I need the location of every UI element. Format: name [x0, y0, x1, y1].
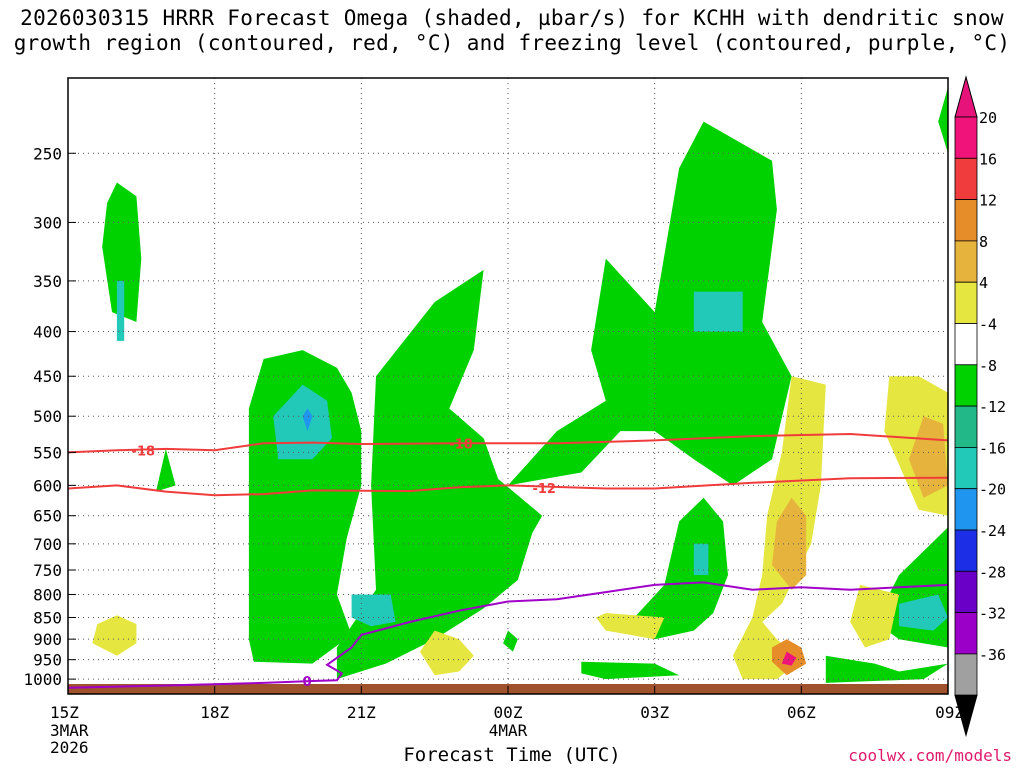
- colorbar-label-8: 8: [979, 233, 988, 251]
- colorbar-box-7: [954, 405, 978, 448]
- colorbar-box-13: [954, 653, 978, 696]
- colorbar-label-4: 4: [979, 274, 988, 292]
- x-tick-label-09Z: 09Z: [935, 703, 964, 722]
- y-tick-label-600: 600: [33, 476, 62, 495]
- omega-region-19: [420, 630, 474, 676]
- colorbar-label--16: -16: [979, 439, 1006, 457]
- omega-region-4: [273, 384, 332, 460]
- x-tick-label-06Z: 06Z: [787, 703, 816, 722]
- x-tick-sublabel-4MAR: 4MAR: [489, 721, 528, 740]
- contour-label--18-b: -18: [449, 437, 473, 452]
- colorbar-box-10: [954, 529, 978, 572]
- y-tick-label-950: 950: [33, 651, 62, 670]
- omega-region-13: [899, 594, 948, 631]
- omega-region-11: [693, 543, 709, 575]
- omega-region-16: [581, 661, 680, 680]
- colorbar: 20 16 12 8 4 -4 -8 -12 -16 -20 -24 -28 -32 -36: [954, 75, 1006, 738]
- colorbar-label--36: -36: [979, 646, 1006, 664]
- omega-region-7: [351, 594, 396, 627]
- omega-region-8: [508, 121, 792, 486]
- colorbar-label--28: -28: [979, 563, 1006, 581]
- omega-region-0: [102, 182, 142, 322]
- omega-region-9: [693, 291, 743, 332]
- y-tick-label-450: 450: [33, 367, 62, 386]
- colorbar-box-0: [954, 116, 978, 159]
- omega-shading: [92, 87, 948, 683]
- y-tick-label-400: 400: [33, 323, 62, 342]
- omega-region-1: [116, 280, 125, 341]
- y-tick-label-300: 300: [33, 213, 62, 232]
- omega-region-5: [302, 408, 313, 432]
- y-tick-label-500: 500: [33, 407, 62, 426]
- omega-region-17: [503, 630, 518, 652]
- contour-label--18: -18: [132, 444, 156, 459]
- colorbar-box-8: [954, 446, 978, 490]
- omega-region-23: [781, 651, 797, 666]
- contour-label-0: 0: [303, 675, 312, 690]
- chart-title-line-2: growth region (contoured, red, °C) and f…: [13, 31, 1011, 55]
- y-tick-label-750: 750: [33, 561, 62, 580]
- contour-label--12: -12: [532, 482, 556, 497]
- y-tick-label-1000: 1000: [23, 670, 62, 689]
- colorbar-label-20: 20: [979, 109, 997, 127]
- omega-region-27: [596, 613, 665, 640]
- y-tick-label-900: 900: [33, 630, 62, 649]
- x-tick-sublabel-3MAR: 3MAR: [50, 721, 89, 740]
- contour--18: [68, 432, 948, 454]
- y-tick-label-800: 800: [33, 585, 62, 604]
- chart-title-line-1: 2026030315 HRRR Forecast Omega (shaded, …: [20, 6, 1004, 30]
- x-tick-label-21Z: 21Z: [347, 703, 376, 722]
- colorbar-box-5: [954, 323, 978, 366]
- colorbar-box-2: [954, 199, 978, 242]
- y-tick-label-700: 700: [33, 535, 62, 554]
- colorbar-box-3: [954, 240, 978, 283]
- x-tick-sublabel-2026: 2026: [50, 738, 89, 757]
- chart-title: 2026030315 HRRR Forecast Omega (shaded, …: [0, 6, 1024, 56]
- contour-0: [68, 581, 948, 689]
- colorbar-label--8: -8: [979, 357, 997, 375]
- omega-region-15: [938, 87, 948, 154]
- y-tick-label-650: 650: [33, 507, 62, 526]
- colorbar-box-11: [954, 570, 978, 613]
- colorbar-label--20: -20: [979, 481, 1006, 499]
- omega-region-6: [336, 269, 543, 680]
- x-tick-label-15Z: 15Z: [50, 703, 79, 722]
- y-axis: 250 300 350 400 450 500 550 600 650 700 750 800 850 9…: [23, 144, 76, 689]
- source-credit: coolwx.com/models: [848, 746, 1012, 765]
- contour--12: [68, 476, 948, 497]
- colorbar-box-4: [954, 281, 978, 324]
- y-tick-label-250: 250: [33, 144, 62, 163]
- y-tick-label-550: 550: [33, 443, 62, 462]
- y-tick-label-350: 350: [33, 272, 62, 291]
- colorbar-label-12: 12: [979, 192, 997, 210]
- colorbar-box-12: [954, 612, 978, 655]
- x-tick-label-18Z: 18Z: [200, 703, 229, 722]
- omega-region-2: [156, 448, 176, 492]
- colorbar-label-16: 16: [979, 150, 997, 168]
- colorbar-box-1: [954, 157, 978, 201]
- colorbar-label--12: -12: [979, 398, 1006, 416]
- colorbar-label--24: -24: [979, 522, 1006, 540]
- colorbar-label--32: -32: [979, 605, 1006, 623]
- omega-region-14: [825, 655, 948, 683]
- omega-region-24: [850, 584, 900, 648]
- colorbar-label--4: -4: [979, 316, 997, 334]
- contour-lines: -18 -18 -12 0: [68, 432, 948, 690]
- omega-region-18: [92, 615, 137, 656]
- x-tick-label-03Z: 03Z: [640, 703, 669, 722]
- omega-region-21: [772, 497, 807, 590]
- colorbar-box-6: [954, 364, 978, 407]
- x-tick-label-00Z: 00Z: [494, 703, 523, 722]
- colorbar-top-arrow: [954, 75, 978, 118]
- y-tick-label-850: 850: [33, 608, 62, 627]
- x-axis-title: Forecast Time (UTC): [403, 744, 621, 766]
- colorbar-bottom-arrow: [954, 694, 978, 738]
- colorbar-box-9: [954, 488, 978, 531]
